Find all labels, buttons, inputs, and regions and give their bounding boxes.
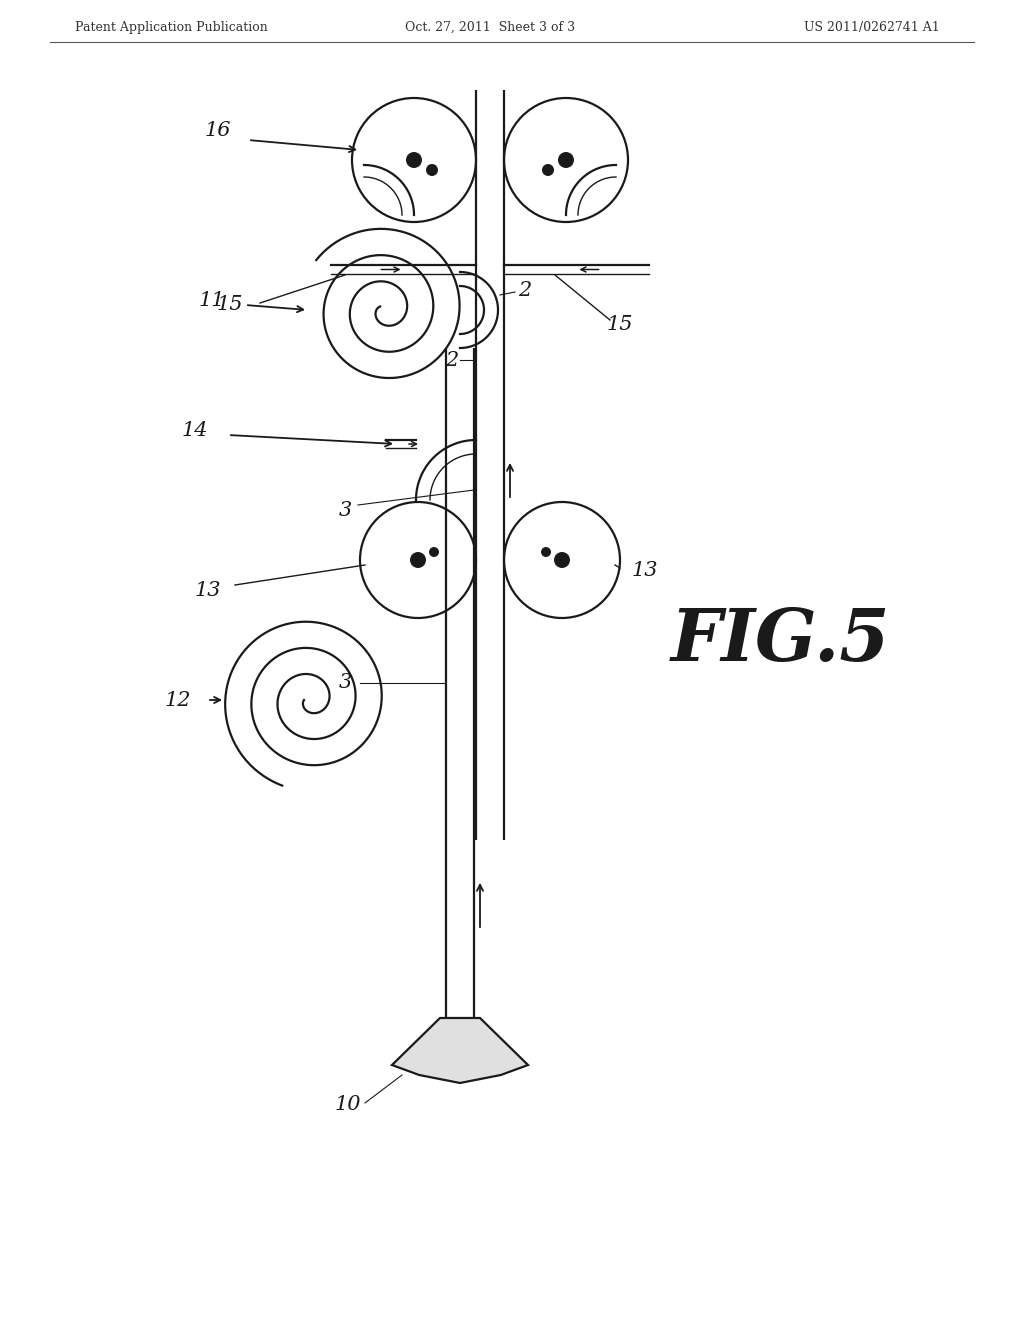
- Text: 12: 12: [165, 690, 191, 710]
- Text: 3: 3: [338, 673, 351, 693]
- Circle shape: [410, 552, 426, 568]
- Text: 11: 11: [199, 290, 225, 309]
- Text: 3: 3: [338, 500, 351, 520]
- Text: 2: 2: [445, 351, 459, 370]
- Text: 14: 14: [181, 421, 208, 440]
- Text: 2: 2: [518, 281, 531, 300]
- Circle shape: [558, 152, 574, 168]
- Text: 13: 13: [195, 581, 221, 599]
- Polygon shape: [392, 1018, 528, 1082]
- Text: Patent Application Publication: Patent Application Publication: [75, 21, 267, 33]
- Circle shape: [406, 152, 422, 168]
- Circle shape: [542, 164, 554, 176]
- Text: 15: 15: [607, 315, 633, 334]
- Circle shape: [426, 164, 438, 176]
- Text: 13: 13: [632, 561, 658, 579]
- Circle shape: [429, 546, 439, 557]
- Text: 15: 15: [217, 296, 244, 314]
- Text: US 2011/0262741 A1: US 2011/0262741 A1: [804, 21, 940, 33]
- Circle shape: [554, 552, 570, 568]
- Text: 16: 16: [205, 120, 231, 140]
- Text: 10: 10: [335, 1096, 361, 1114]
- Text: FIG.5: FIG.5: [671, 605, 890, 676]
- Circle shape: [541, 546, 551, 557]
- Text: Oct. 27, 2011  Sheet 3 of 3: Oct. 27, 2011 Sheet 3 of 3: [404, 21, 575, 33]
